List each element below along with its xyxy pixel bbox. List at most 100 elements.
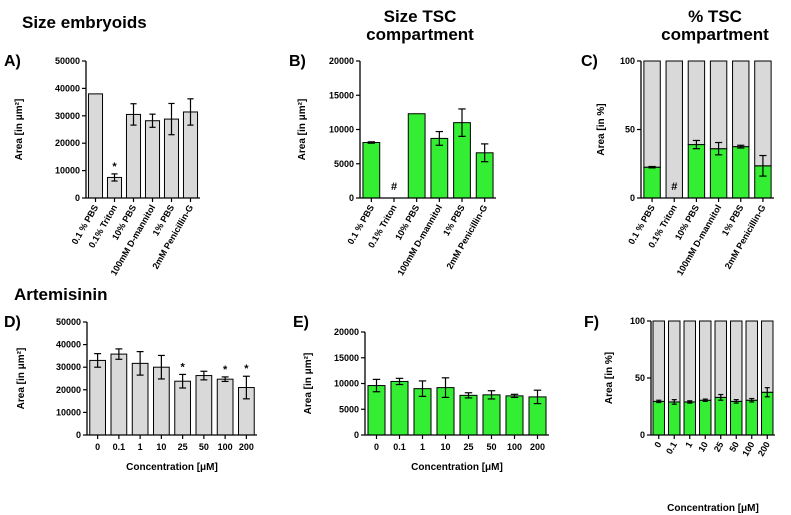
y-tick-label: 0 bbox=[76, 430, 81, 440]
x-tick-label: 200 bbox=[239, 442, 254, 452]
y-tick-label: 50 bbox=[635, 373, 645, 383]
heading-pct-tsc-compartment: compartment bbox=[661, 25, 769, 44]
y-tick-label: 10000 bbox=[334, 379, 359, 389]
bar bbox=[195, 375, 213, 436]
panel-label: A) bbox=[4, 53, 21, 70]
y-axis-label: Area [in μm²] bbox=[16, 348, 27, 410]
significance-marker: * bbox=[112, 161, 117, 173]
y-tick-label: 100 bbox=[630, 316, 645, 326]
bar bbox=[459, 394, 478, 436]
bar-gray bbox=[732, 60, 750, 148]
chart-panel-4: D) 0 10000 20000 30000 40000 50000 Area [in μm²… bbox=[4, 314, 257, 473]
bar bbox=[89, 359, 106, 436]
x-tick-label: 25 bbox=[712, 440, 726, 454]
y-axis-label: Area [in %] bbox=[604, 352, 615, 404]
y-tick-label: 50 bbox=[625, 125, 635, 135]
x-tick-label: 50 bbox=[199, 442, 209, 452]
y-tick-label: 10000 bbox=[55, 166, 80, 176]
x-tick-label: 50 bbox=[727, 440, 741, 454]
y-tick-label: 0 bbox=[349, 193, 354, 203]
bar-green bbox=[709, 148, 728, 199]
bar bbox=[216, 378, 234, 436]
bar bbox=[144, 120, 161, 199]
bar-green bbox=[699, 399, 712, 436]
y-tick-label: 20000 bbox=[334, 327, 359, 337]
y-tick-label: 20000 bbox=[55, 138, 80, 148]
significance-marker: # bbox=[671, 181, 677, 193]
bar-gray bbox=[709, 60, 728, 150]
x-tick-label: 0.1 bbox=[393, 442, 406, 452]
bar-gray bbox=[699, 320, 712, 401]
x-tick-label: 200 bbox=[756, 440, 772, 458]
y-tick-label: 50000 bbox=[56, 317, 81, 327]
x-tick-label: 25 bbox=[463, 442, 473, 452]
bar-green bbox=[761, 391, 774, 436]
bar-gray bbox=[683, 320, 696, 403]
y-axis-label: Area [in μm²] bbox=[303, 353, 314, 415]
x-tick-label: 0 bbox=[652, 440, 663, 449]
x-tick-label: 1 bbox=[138, 442, 143, 452]
x-axis-label: Concentration [μM] bbox=[126, 462, 218, 473]
bar-green bbox=[732, 146, 750, 199]
y-axis-label: Area [in %] bbox=[596, 103, 607, 155]
x-tick-label: 0.1 bbox=[113, 442, 126, 452]
bar-green bbox=[687, 144, 706, 199]
significance-marker: # bbox=[391, 181, 397, 193]
panel-label: F) bbox=[584, 314, 599, 331]
bar bbox=[125, 113, 142, 199]
x-tick-label: 10 bbox=[156, 442, 166, 452]
x-tick-label: 1 bbox=[683, 440, 694, 449]
panel-label: C) bbox=[581, 53, 598, 70]
bar bbox=[174, 380, 191, 436]
bar bbox=[87, 93, 104, 199]
y-tick-label: 15000 bbox=[329, 90, 354, 100]
bar-green bbox=[643, 166, 661, 199]
x-tick-label: 100 bbox=[218, 442, 233, 452]
y-tick-label: 5000 bbox=[334, 159, 354, 169]
bar-green bbox=[730, 400, 743, 436]
y-tick-label: 20000 bbox=[329, 56, 354, 66]
bar-gray bbox=[714, 320, 727, 398]
y-tick-label: 5000 bbox=[339, 404, 359, 414]
y-tick-label: 50000 bbox=[55, 56, 80, 66]
panel-label: D) bbox=[4, 314, 21, 331]
y-axis-label: Area [in μm²] bbox=[14, 99, 25, 161]
bar bbox=[110, 353, 128, 436]
y-tick-label: 10000 bbox=[56, 407, 81, 417]
bar bbox=[407, 113, 426, 199]
y-tick-label: 15000 bbox=[334, 353, 359, 363]
bar-gray bbox=[643, 60, 661, 168]
x-tick-label: 1 bbox=[420, 442, 425, 452]
heading-size-tsc: Size TSC bbox=[384, 7, 457, 26]
bar bbox=[430, 137, 449, 199]
x-tick-label: 100 bbox=[740, 440, 756, 458]
bar-green bbox=[714, 396, 727, 436]
bar-green bbox=[652, 400, 665, 436]
significance-marker: * bbox=[180, 361, 185, 373]
bar bbox=[482, 394, 501, 436]
bar bbox=[505, 395, 524, 436]
significance-marker: * bbox=[244, 363, 249, 375]
heading-size-tsc-compartment: compartment bbox=[366, 25, 474, 44]
y-tick-label: 0 bbox=[640, 430, 645, 440]
heading-pct-tsc: % TSC bbox=[688, 7, 742, 26]
y-tick-label: 30000 bbox=[55, 111, 80, 121]
bar-gray bbox=[687, 60, 706, 146]
y-tick-label: 0 bbox=[75, 193, 80, 203]
x-tick-label: 0.1 bbox=[664, 440, 679, 456]
y-tick-label: 40000 bbox=[55, 83, 80, 93]
significance-marker: * bbox=[223, 364, 228, 376]
x-tick-label: 0 bbox=[95, 442, 100, 452]
bar-gray bbox=[652, 320, 665, 402]
x-tick-label: 200 bbox=[530, 442, 545, 452]
bar-green bbox=[683, 401, 696, 436]
bar bbox=[390, 380, 409, 436]
x-tick-label: 2mM Penicillin-G bbox=[723, 203, 768, 271]
bar bbox=[367, 385, 386, 436]
y-tick-label: 10000 bbox=[329, 125, 354, 135]
